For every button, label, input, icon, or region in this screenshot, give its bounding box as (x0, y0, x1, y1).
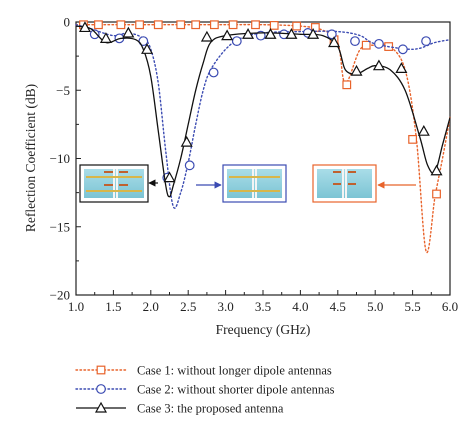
x-tick-label: 5.0 (367, 299, 383, 314)
y-tick-label: −5 (56, 83, 70, 98)
series-2-point (326, 29, 337, 40)
y-tick-label: −20 (50, 288, 70, 303)
x-tick-label: 1.5 (105, 299, 121, 314)
series-1-line (75, 23, 451, 254)
series-3-point (264, 28, 277, 39)
x-tick-label: 3.5 (255, 299, 271, 314)
series-3-point (350, 64, 363, 76)
y-tick-label: −10 (50, 151, 70, 166)
series-3-point (78, 21, 91, 33)
x-tick-label: 4.5 (330, 299, 346, 314)
series-2-point (421, 36, 431, 47)
series-3-point (430, 164, 443, 176)
legend-marker-2 (96, 384, 106, 394)
series-3 (75, 21, 451, 198)
series-3-point (200, 30, 213, 42)
legend-label-3: Case 3: the proposed antenna (137, 402, 284, 416)
series-1-point (209, 20, 219, 30)
series-1 (75, 20, 451, 254)
series-3-point (307, 28, 320, 39)
series-3-point (141, 43, 154, 54)
series-layer (75, 20, 451, 254)
series-2 (75, 24, 451, 209)
legend: Case 1: without longer dipole antennas Ca… (75, 364, 335, 416)
axis-ticks: 1.0 1.5 2.0 2.5 3.0 3.5 4.0 4.5 5.0 5.5 6.0 0 −5 −10 −… (50, 15, 458, 315)
series-1-point (153, 20, 163, 30)
series-3-point (395, 62, 408, 74)
antenna-inset-case3 (79, 164, 149, 203)
y-axis-label: Reflection Coefficient (dB) (23, 84, 38, 232)
series-2-point (397, 44, 408, 55)
series-3-point (372, 59, 385, 71)
series-3-point (99, 32, 112, 43)
series-2-point (350, 36, 360, 47)
x-tick-label: 2.5 (180, 299, 196, 314)
series-2-point (184, 160, 195, 171)
x-tick-label: 5.5 (404, 299, 420, 314)
series-3-point (417, 124, 430, 136)
legend-marker-1 (96, 365, 106, 375)
series-1-point (361, 40, 371, 50)
series-2-point (231, 36, 242, 47)
series-1-point (432, 189, 441, 199)
series-1-point (116, 20, 126, 30)
series-3-point (180, 135, 193, 147)
x-tick-label: 1.0 (68, 299, 84, 314)
x-tick-label: 2.0 (143, 299, 159, 314)
x-tick-label: 6.0 (442, 299, 458, 314)
series-3-point (328, 36, 341, 48)
legend-marker-3 (94, 401, 108, 413)
series-2-point (89, 29, 100, 40)
series-1-point (251, 20, 260, 30)
legend-label-1: Case 1: without longer dipole antennas (137, 364, 332, 378)
series-3-point (163, 171, 176, 183)
x-axis-label: Frequency (GHz) (216, 322, 311, 337)
y-tick-label: −15 (50, 219, 70, 234)
x-tick-label: 3.0 (217, 299, 233, 314)
legend-label-2: Case 2: without shorter dipole antennas (137, 383, 335, 397)
series-2-point (374, 38, 384, 49)
series-3-point (242, 28, 255, 39)
y-tick-label: 0 (64, 15, 71, 30)
x-tick-label: 4.0 (292, 299, 308, 314)
series-1-point (292, 21, 302, 31)
series-1-point (342, 80, 352, 90)
series-1-point (191, 20, 201, 30)
plot-frame (75, 21, 451, 296)
series-1-point (135, 20, 144, 30)
series-1-point (176, 20, 186, 30)
antenna-inset-case1 (312, 164, 377, 203)
antenna-inset-case2 (222, 164, 287, 203)
series-3-point (122, 26, 135, 38)
series-3-point (285, 28, 298, 39)
series-1-point (269, 21, 279, 30)
series-2-point (208, 67, 219, 78)
series-1-point (228, 20, 238, 30)
series-1-point (94, 20, 103, 30)
series-1-point (408, 134, 417, 144)
series-3-point (221, 29, 234, 41)
